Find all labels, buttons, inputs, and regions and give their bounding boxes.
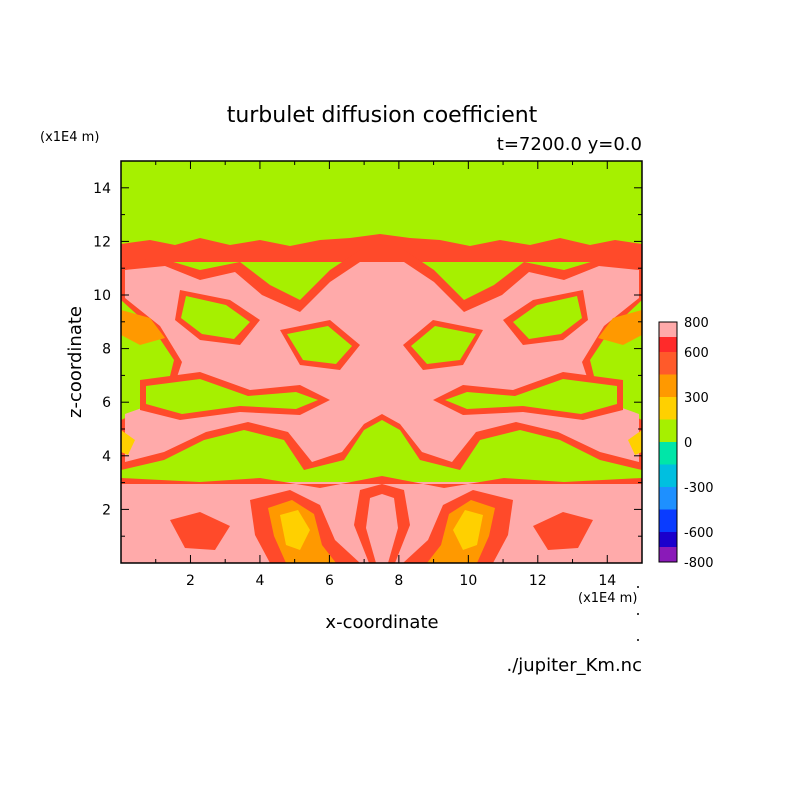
x-tick-label: 2	[186, 573, 195, 589]
field-center-column	[366, 494, 398, 563]
colorbar-tick-label: 300	[684, 391, 709, 406]
colorbar-segment	[659, 547, 677, 562]
x-unit-label: (x1E4 m)	[578, 591, 637, 606]
y-tick-label: 14	[93, 181, 111, 197]
y-axis-label: z-coordinate	[65, 306, 86, 418]
chart-title: turbulet diffusion coefficient	[227, 103, 538, 128]
colorbar-tick-label: 600	[684, 346, 709, 361]
field-inclusion	[287, 326, 352, 364]
x-tick-label: 8	[394, 573, 403, 589]
contour-field	[121, 161, 642, 563]
field-inclusion	[181, 296, 250, 339]
x-tick-label: 12	[529, 573, 547, 589]
colorbar-segment	[659, 419, 677, 442]
colorbar-tick-label: -600	[684, 526, 714, 541]
y-unit-label: (x1E4 m)	[40, 130, 99, 145]
field-top-boundary	[121, 234, 642, 262]
marker-dot	[637, 639, 639, 641]
y-tick-label: 8	[102, 342, 111, 358]
field-plume	[533, 512, 593, 550]
colorbar-segment	[659, 352, 677, 375]
y-tick-label: 6	[102, 395, 111, 411]
colorbar-frame	[658, 321, 678, 563]
field-inclusion	[411, 326, 476, 364]
y-tick-label: 10	[93, 288, 111, 304]
field-lower-boundary	[121, 476, 642, 488]
field-plume	[280, 510, 310, 550]
y-tick-label: 2	[102, 502, 111, 518]
field-plume	[453, 510, 483, 550]
x-tick-label: 4	[255, 573, 264, 589]
colorbar-tick-label: -800	[684, 556, 714, 571]
colorbar-segment	[659, 532, 677, 547]
colorbar-segment	[659, 487, 677, 510]
colorbar-segment	[659, 442, 677, 465]
field-inclusion	[445, 379, 617, 414]
y-axis-ticks: 2 4 6 8 10 12 14	[93, 181, 642, 537]
x-axis-label: x-coordinate	[325, 612, 438, 633]
colorbar-segment	[659, 374, 677, 397]
colorbar-segment	[659, 322, 677, 337]
field-inclusion	[513, 296, 582, 339]
field-streak	[628, 430, 642, 455]
field-streak	[121, 430, 135, 455]
x-axis-ticks: 2 4 6 8 10 12 14	[155, 161, 616, 589]
colorbar-segment	[659, 509, 677, 532]
colorbar-tick-label: 800	[684, 316, 709, 331]
colorbar-ticks: 800 600 300 0 -300 -600 -800	[684, 316, 714, 571]
y-tick-label: 4	[102, 449, 111, 465]
x-tick-label: 6	[325, 573, 334, 589]
colorbar-tick-label: -300	[684, 481, 714, 496]
colorbar-segment	[659, 337, 677, 352]
chart-subtitle: t=7200.0 y=0.0	[497, 134, 642, 155]
colorbar	[658, 321, 678, 563]
x-tick-label: 10	[459, 573, 477, 589]
source-file-label: ./jupiter_Km.nc	[506, 655, 642, 676]
marker-dot	[637, 613, 639, 615]
marker-dot	[637, 586, 639, 588]
x-tick-label: 14	[598, 573, 616, 589]
field-inclusion	[146, 379, 318, 414]
field-streak	[121, 310, 165, 345]
colorbar-segment	[659, 397, 677, 420]
field-streak	[598, 310, 642, 345]
colorbar-segment	[659, 464, 677, 487]
field-plume	[170, 512, 230, 550]
plot-frame	[120, 160, 643, 564]
y-tick-label: 12	[93, 234, 111, 250]
colorbar-tick-label: 0	[684, 436, 692, 451]
